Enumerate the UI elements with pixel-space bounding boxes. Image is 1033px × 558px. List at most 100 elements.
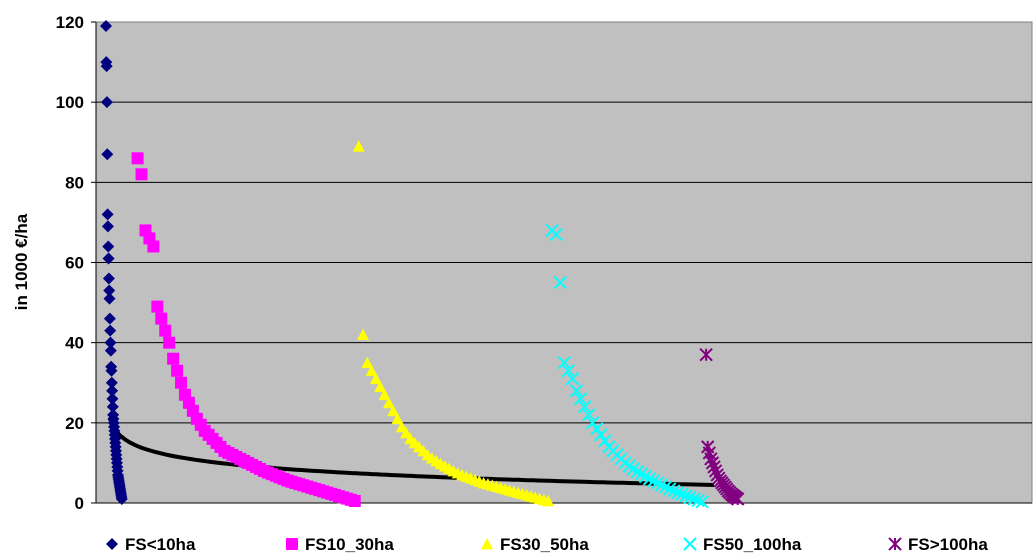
y-tick-label: 60 (65, 254, 84, 273)
data-point-series-1 (102, 252, 115, 265)
data-point-series-1 (104, 344, 117, 357)
data-point-series-4 (663, 482, 677, 496)
data-point-series-4 (691, 493, 705, 508)
legend-entry: FS<10ha (106, 535, 196, 554)
data-point-series-4 (654, 478, 669, 492)
legend-entry: FS30_50ha (481, 535, 589, 554)
data-point-series-4 (549, 227, 563, 242)
data-point-series-1 (100, 60, 113, 73)
legend-marker (286, 538, 298, 550)
legend-marker (683, 537, 697, 551)
data-point-series-5 (731, 492, 745, 506)
data-point-series-3 (365, 364, 378, 377)
legend-entry: FS50_100ha (683, 535, 802, 554)
data-point-series-3 (542, 494, 555, 507)
data-point-series-2 (175, 376, 188, 389)
data-point-series-2 (147, 240, 160, 253)
data-point-series-2 (159, 324, 172, 337)
data-point-series-1 (100, 96, 113, 109)
data-point-series-5 (699, 347, 713, 362)
trendline-group (108, 417, 715, 487)
data-point-series-3 (378, 388, 391, 401)
data-point-series-4 (658, 480, 673, 494)
data-point-series-3 (391, 412, 404, 425)
data-point-series-1 (104, 324, 117, 337)
data-point-series-4 (671, 485, 685, 500)
data-point-series-1 (105, 364, 118, 377)
data-point-series-4 (577, 400, 592, 414)
data-point-series-2 (151, 300, 164, 313)
data-point-series-1 (101, 208, 114, 221)
data-point-series-3 (361, 356, 374, 369)
data-point-series-2 (348, 494, 361, 507)
data-point-series-4 (634, 467, 649, 481)
legend-label: FS<10ha (125, 535, 196, 554)
y-tick-label: 20 (65, 414, 84, 433)
legend-entry: FS>100ha (888, 535, 988, 554)
data-point-series-4 (561, 364, 576, 378)
legend-entry: FS10_30ha (286, 535, 394, 554)
data-point-series-4 (675, 487, 689, 501)
y-tick-label: 120 (56, 13, 84, 32)
data-point-series-1 (103, 292, 116, 305)
data-point-series-3 (352, 140, 365, 152)
data-point-series-2 (135, 168, 148, 181)
gridlines (96, 101, 1032, 424)
data-point-series-4 (683, 490, 697, 505)
data-point-series-1 (106, 384, 119, 397)
y-axis-label: in 1000 €/ha (12, 213, 31, 310)
data-point-series-4 (557, 356, 572, 370)
data-point-series-4 (598, 434, 612, 448)
y-tick-label: 100 (56, 93, 84, 112)
data-point-series-3 (382, 396, 395, 409)
data-point-series-4 (581, 408, 596, 422)
data-point-series-4 (594, 428, 608, 442)
data-point-series-4 (630, 465, 645, 479)
data-point-series-4 (695, 495, 709, 509)
legend-label: FS>100ha (908, 535, 988, 554)
data-point-series-1 (102, 272, 115, 285)
data-point-series-4 (646, 474, 661, 488)
data-point-series-4 (638, 469, 653, 484)
legend-marker (888, 537, 902, 551)
y-tick-label: 80 (65, 173, 84, 192)
data-point-series-4 (569, 384, 584, 398)
data-point-series-1 (106, 400, 119, 413)
legend-marker (106, 538, 118, 550)
data-point-series-4 (679, 489, 693, 503)
data-point-series-3 (374, 380, 387, 393)
y-axis: 0 20 40 60 80 100 120 (56, 13, 1032, 513)
data-point-series-2 (171, 364, 184, 377)
trendline (108, 417, 715, 487)
data-point-series-4 (667, 484, 681, 498)
data-point-series-2 (163, 336, 176, 349)
data-points (100, 20, 745, 509)
data-point-series-1 (102, 240, 115, 253)
data-point-series-3 (356, 328, 369, 341)
y-tick-label: 40 (65, 334, 84, 353)
data-point-series-1 (103, 312, 116, 325)
data-point-series-3 (387, 404, 400, 417)
data-point-series-1 (115, 492, 128, 505)
legend-marker (481, 538, 493, 550)
data-point-series-4 (590, 422, 604, 436)
data-point-series-1 (101, 148, 114, 161)
y-tick-label: 0 (75, 494, 84, 513)
data-point-series-1 (105, 376, 118, 389)
data-point-series-2 (155, 312, 168, 325)
data-point-series-1 (106, 392, 119, 405)
legend: FS<10ha FS10_30ha FS30_50ha FS50_100ha FS>10… (106, 535, 988, 554)
legend-label: FS30_50ha (500, 535, 589, 554)
data-point-series-1 (100, 20, 112, 33)
data-point-series-1 (104, 336, 117, 349)
data-point-series-1 (103, 284, 116, 297)
data-point-series-4 (553, 275, 567, 290)
legend-label: FS10_30ha (305, 535, 394, 554)
data-point-series-4 (642, 472, 657, 486)
data-point-series-4 (650, 476, 665, 490)
data-point-series-4 (687, 492, 701, 506)
data-point-series-2 (131, 152, 144, 165)
data-point-series-4 (565, 372, 580, 386)
data-point-series-3 (369, 372, 382, 385)
